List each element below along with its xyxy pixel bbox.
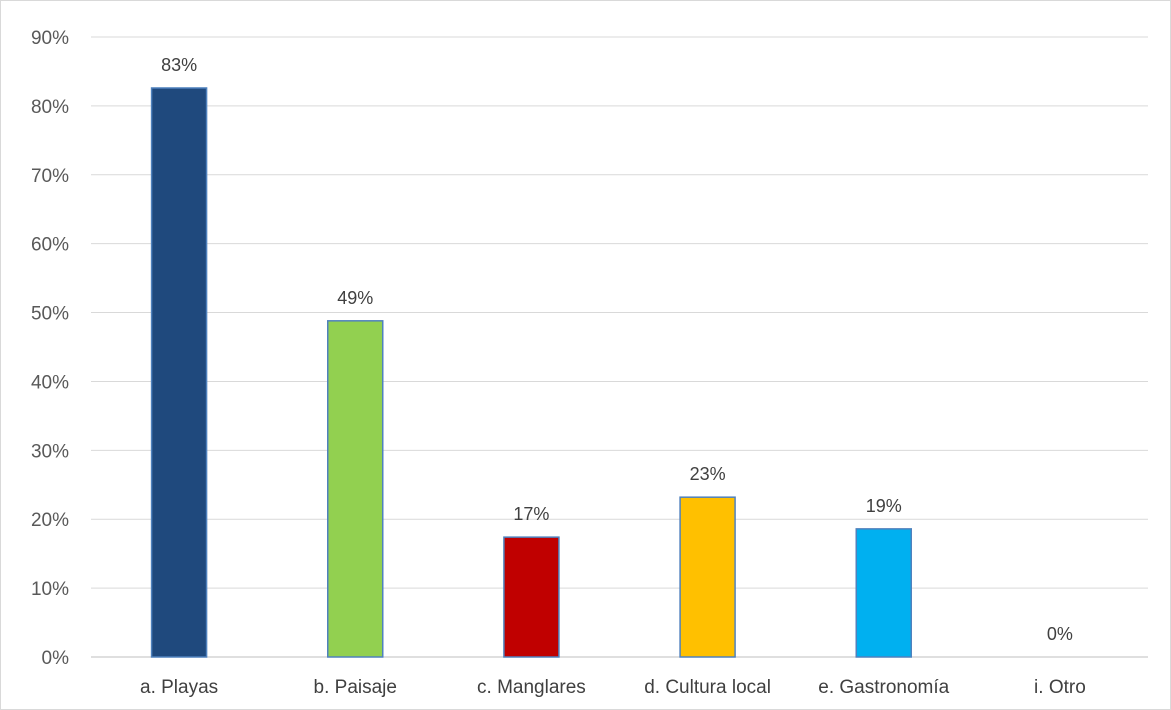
bar (679, 496, 736, 658)
data-label: 19% (866, 496, 902, 516)
bar (327, 320, 384, 658)
bar (503, 536, 560, 658)
bars (150, 87, 912, 658)
x-tick-label: a. Playas (140, 677, 218, 698)
data-label: 0% (1047, 624, 1073, 644)
y-tick-label: 30% (31, 441, 69, 462)
y-tick-label: 80% (31, 97, 69, 118)
y-tick-label: 70% (31, 166, 69, 187)
data-label: 17% (513, 504, 549, 524)
data-label: 49% (337, 288, 373, 308)
data-label: 23% (690, 464, 726, 484)
y-tick-label: 0% (42, 648, 70, 669)
x-tick-label: c. Manglares (477, 677, 586, 698)
x-tick-label: e. Gastronomía (818, 677, 949, 698)
x-axis-category-labels: a. Playas b. Paisaje c. Manglares d. Cultur… (140, 677, 1086, 698)
bar (150, 87, 208, 658)
gridlines (91, 36, 1148, 658)
y-tick-label: 40% (31, 372, 69, 393)
x-tick-label: b. Paisaje (314, 677, 397, 698)
x-tick-label: d. Cultura local (644, 677, 771, 698)
y-tick-label: 10% (31, 579, 69, 600)
y-tick-label: 90% (31, 28, 69, 49)
y-tick-label: 50% (31, 304, 69, 325)
bar (855, 528, 912, 658)
y-tick-label: 60% (31, 235, 69, 256)
y-axis-tick-labels: 0% 10% 20% 30% 40% 50% 60% 70% 80% 90% (31, 28, 69, 669)
y-tick-label: 20% (31, 510, 69, 531)
data-label: 83% (161, 55, 197, 75)
x-tick-label: i. Otro (1034, 677, 1086, 698)
data-labels: 83% 49% 17% 23% 19% 0% (161, 55, 1073, 644)
